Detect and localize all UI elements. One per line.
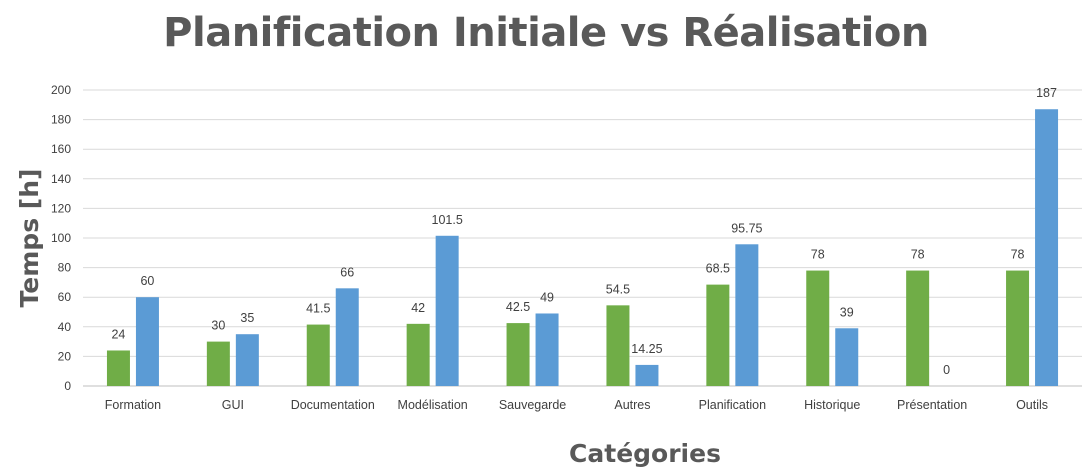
bar	[135, 297, 159, 386]
bar	[535, 313, 559, 386]
y-axis-title: Temps [h]	[15, 169, 44, 308]
data-label: 78	[911, 248, 925, 262]
bar	[906, 270, 930, 386]
data-label: 187	[1036, 86, 1057, 100]
data-label: 41.5	[306, 302, 330, 316]
data-label: 35	[240, 311, 254, 325]
bar	[806, 270, 830, 386]
category-label: Historique	[804, 398, 860, 412]
data-label: 54.5	[606, 282, 630, 296]
data-label: 42.5	[506, 300, 530, 314]
bar	[735, 244, 759, 386]
category-label: Modélisation	[398, 398, 468, 412]
data-label: 14.25	[631, 342, 662, 356]
data-label: 49	[540, 290, 554, 304]
gridlines	[83, 89, 1082, 387]
x-axis-categories: Formation GUI Documentation Modélisation Sau…	[105, 398, 1048, 412]
y-tick-label: 200	[51, 83, 71, 97]
data-label: 30	[211, 319, 225, 333]
data-label: 24	[111, 327, 125, 341]
bar	[335, 288, 359, 386]
bar	[635, 364, 659, 386]
category-label: Formation	[105, 398, 161, 412]
data-label: 39	[840, 305, 854, 319]
x-axis-title: Catégories	[569, 439, 721, 468]
bar	[235, 334, 259, 386]
data-label: 78	[811, 248, 825, 262]
y-tick-label: 20	[58, 349, 72, 363]
data-label: 60	[140, 274, 154, 288]
data-label: 78	[1011, 248, 1025, 262]
bar	[206, 341, 230, 386]
category-label: Autres	[614, 398, 650, 412]
data-label: 68.5	[706, 262, 730, 276]
data-label: 66	[340, 265, 354, 279]
bar	[835, 328, 859, 386]
y-tick-label: 40	[58, 320, 72, 334]
y-tick-label: 100	[51, 231, 71, 245]
data-label: 95.75	[731, 221, 762, 235]
chart-title: Planification Initiale vs Réalisation	[163, 10, 929, 56]
bar	[1006, 270, 1030, 386]
category-label: Sauvegarde	[499, 398, 566, 412]
bar	[706, 284, 730, 386]
data-label: 0	[943, 363, 950, 377]
bar	[435, 235, 459, 386]
category-label: Planification	[699, 398, 766, 412]
y-tick-label: 80	[58, 261, 72, 275]
category-label: Présentation	[897, 398, 967, 412]
data-label: 42	[411, 301, 425, 315]
bar	[306, 324, 330, 386]
data-labels: 24 60 30 35 41.5 66 42 101.5 42.5 49 54.5 14.25 68.5…	[111, 86, 1057, 377]
y-tick-label: 160	[51, 142, 71, 156]
y-tick-label: 60	[58, 290, 72, 304]
bar	[406, 323, 430, 386]
bar	[1035, 109, 1059, 387]
category-label: Documentation	[291, 398, 375, 412]
category-label: GUI	[222, 398, 244, 412]
bars	[106, 109, 1059, 387]
y-tick-label: 180	[51, 113, 71, 127]
y-axis-ticks: 0 20 40 60 80 100 120 140 160 180 200	[51, 83, 71, 393]
data-label: 101.5	[432, 213, 463, 227]
y-tick-label: 120	[51, 201, 71, 215]
bar	[606, 305, 630, 386]
y-tick-label: 0	[64, 379, 71, 393]
bar	[106, 350, 130, 386]
y-tick-label: 140	[51, 172, 71, 186]
bar	[506, 323, 530, 386]
category-label: Outils	[1016, 398, 1048, 412]
